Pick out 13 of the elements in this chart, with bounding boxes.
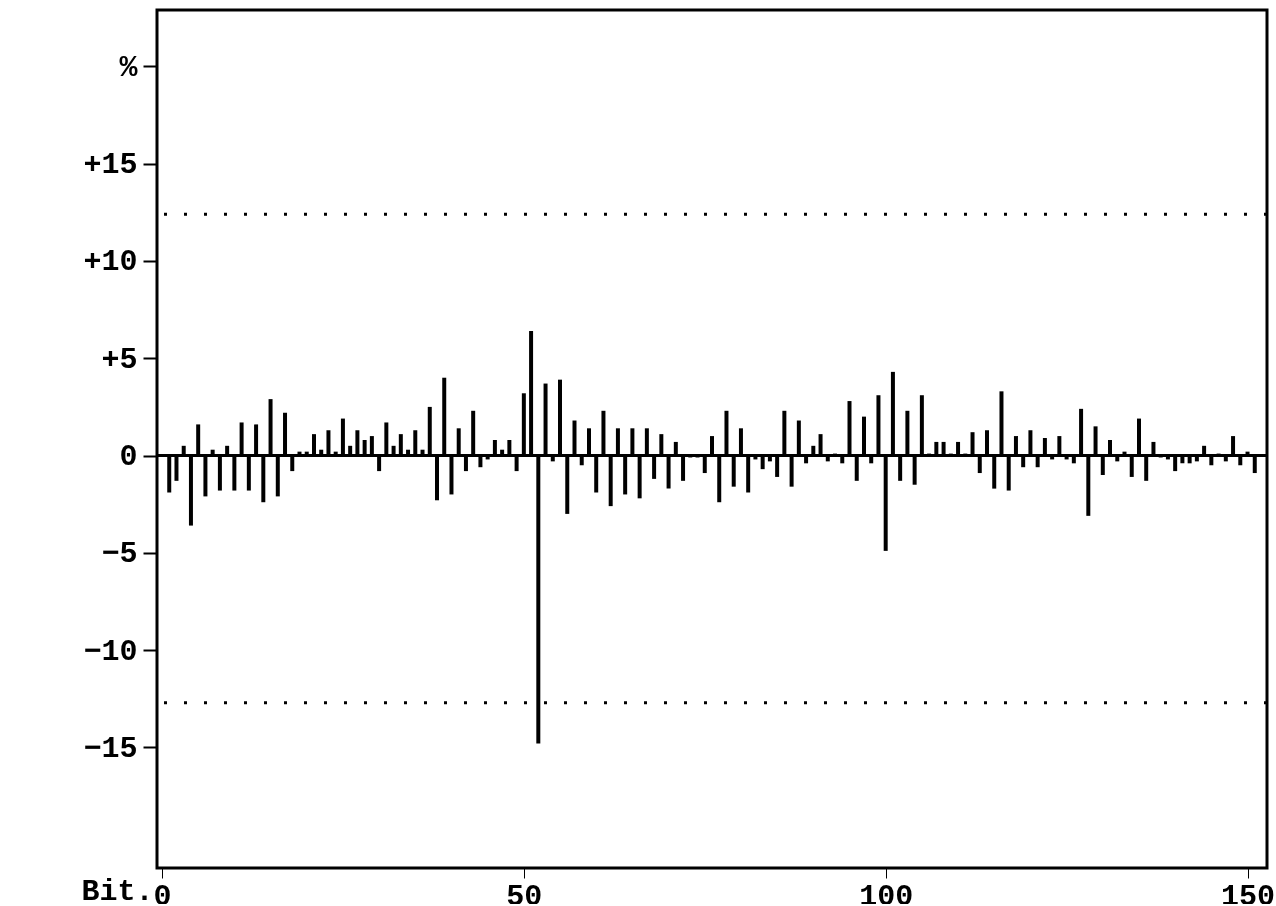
y-tick-label: −5 — [101, 537, 138, 572]
y-tick-label: −15 — [83, 731, 138, 766]
y-tick-label: 0 — [119, 440, 138, 475]
y-tick-label: +5 — [101, 342, 138, 377]
x-tick-label: 100 — [859, 879, 914, 906]
x-tick-label: 50 — [506, 879, 543, 906]
y-tick-label: −10 — [83, 634, 138, 669]
y-tick-label: +10 — [83, 245, 138, 280]
x-tick-label: 0 — [153, 879, 172, 906]
x-tick-label: 150 — [1221, 879, 1276, 906]
y-tick-label: % — [119, 50, 139, 85]
y-tick-label: +15 — [83, 148, 138, 183]
x-axis-title: Bit. — [81, 874, 154, 906]
